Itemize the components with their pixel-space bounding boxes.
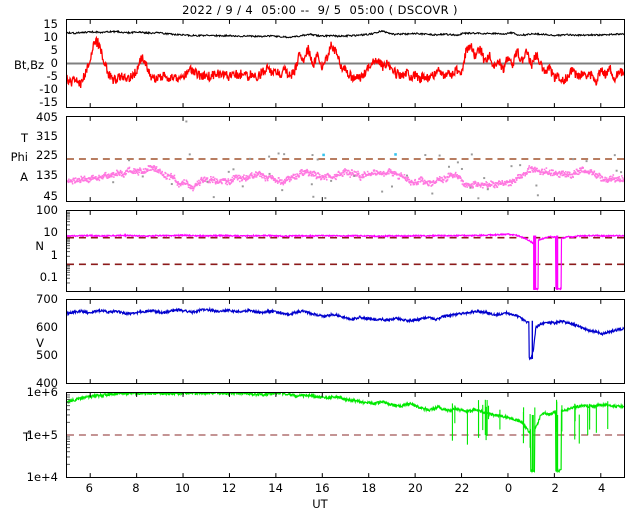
panel5-ytick-1e6: 1e+6 (26, 385, 58, 399)
panel5-ytick-1e4: 1e+4 (26, 470, 58, 484)
x-tick-label-12: 12 (221, 481, 237, 495)
panel5-axis-label: T (22, 430, 30, 444)
x-tick-label-16: 16 (314, 481, 330, 495)
panel3-ytick-1: 1 (50, 248, 58, 262)
magnetic-field-panel (66, 19, 625, 108)
panel3-axis-label: N (35, 239, 44, 253)
panel4-ytick-400: 400 (36, 376, 58, 390)
panel2-ytick-45: 45 (43, 189, 58, 203)
panel2-ytick-225: 225 (36, 148, 58, 162)
panel1-ytick-m15: -15 (39, 95, 58, 109)
x-tick-label-22: 22 (454, 481, 470, 495)
plot-title: 2022 / 9 / 4 05:00 -- 9/ 5 05:00 ( DSCOV… (182, 3, 458, 17)
panel2-label-A: A (20, 170, 28, 184)
x-tick-label-8: 8 (132, 481, 140, 495)
panel2-label-Phi: Phi (10, 150, 28, 164)
panel4-axis-label: V (36, 336, 44, 350)
x-tick-label-0: 0 (504, 481, 513, 495)
panel1-ytick-15: 15 (43, 17, 58, 31)
panel3-ytick-100: 100 (36, 203, 58, 217)
panel1-ytick-0: 0 (50, 56, 58, 70)
panel2-ytick-135: 135 (36, 168, 58, 182)
proton-temperature-panel (66, 392, 625, 478)
proton-density-panel (66, 210, 625, 292)
panel1-ytick-10: 10 (43, 30, 58, 44)
x-tick-label-14: 14 (268, 481, 283, 495)
solar-wind-speed-panel (66, 299, 625, 384)
panel1-ytick-m5: -5 (46, 69, 58, 83)
panel1-ytick-5: 5 (50, 43, 58, 57)
panel5-ytick-1e5: 1e+5 (26, 428, 58, 442)
x-tick-label-18: 18 (361, 481, 377, 495)
panel1-ytick-m10: -10 (39, 82, 58, 96)
x-tick-label-6: 6 (85, 481, 93, 495)
panel4-ytick-500: 500 (36, 348, 58, 362)
x-tick-label-20: 20 (408, 481, 423, 495)
field-angle-panel (66, 116, 625, 202)
panel4-ytick-700: 700 (36, 292, 58, 306)
panel4-ytick-600: 600 (36, 320, 58, 334)
panel3-ytick-10: 10 (43, 225, 58, 239)
panel2-label-T: T (20, 131, 28, 145)
x-axis-title: UT (312, 497, 328, 511)
panel2-ytick-405: 405 (36, 110, 58, 124)
x-tick-label-4: 4 (598, 481, 606, 495)
x-tick-label-10: 10 (175, 481, 190, 495)
panel3-ytick-01: 0.1 (39, 270, 58, 284)
panel2-ytick-315: 315 (36, 129, 58, 143)
x-tick-label-2: 2 (551, 481, 559, 495)
panel1-axis-label: Bt,Bz (14, 58, 44, 72)
